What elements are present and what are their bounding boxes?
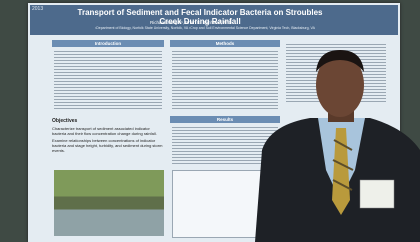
person xyxy=(0,0,420,242)
photo: 2013 Transport of Sediment and Fecal Ind… xyxy=(0,0,420,242)
page: Poster photo {"poster": { "year": "2013"… xyxy=(0,0,420,242)
name-badge xyxy=(360,180,394,208)
